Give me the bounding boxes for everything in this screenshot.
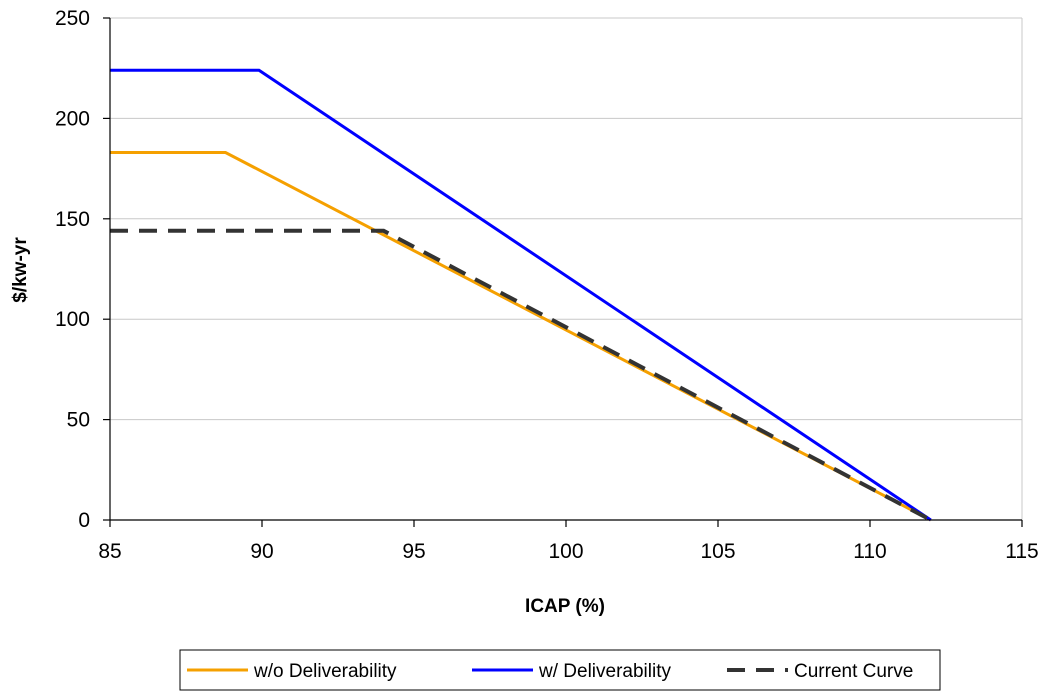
x-tick-label-0: 85 [98, 540, 121, 563]
y-tick-label-4: 200 [55, 107, 90, 130]
x-tick-label-3: 100 [548, 540, 583, 563]
legend-label-0: w/o Deliverability [253, 661, 397, 682]
y-axis-title: $/kw-yr [10, 237, 31, 303]
series-line-1 [110, 68, 932, 522]
gridlines [110, 17, 1022, 421]
y-tick-label-5: 250 [55, 7, 90, 30]
y-tick-label-1: 50 [67, 409, 90, 432]
legend: w/o Deliverability w/ Deliverability Curre… [179, 649, 941, 691]
x-axis-title: ICAP (%) [525, 596, 605, 617]
x-tick-labels: 85 90 95 100 105 110 115 [98, 540, 1038, 563]
legend-box [179, 649, 941, 691]
y-tick-label-3: 150 [55, 208, 90, 231]
y-tick-label-0: 0 [78, 509, 90, 532]
x-tick-label-2: 95 [402, 540, 425, 563]
legend-label-1: w/ Deliverability [538, 661, 671, 682]
axes [103, 17, 1023, 527]
x-tick-label-4: 105 [700, 540, 735, 563]
y-tick-labels: 0 50 100 150 200 250 [55, 7, 90, 532]
y-tick-label-2: 100 [55, 308, 90, 331]
series-line-0 [110, 151, 932, 522]
x-tick-label-1: 90 [250, 540, 273, 563]
legend-label-2: Current Curve [794, 661, 913, 682]
x-tick-label-5: 110 [853, 540, 886, 563]
series-layer [110, 68, 932, 522]
series-line-2 [110, 228, 932, 522]
x-tick-label-6: 115 [1005, 540, 1038, 563]
